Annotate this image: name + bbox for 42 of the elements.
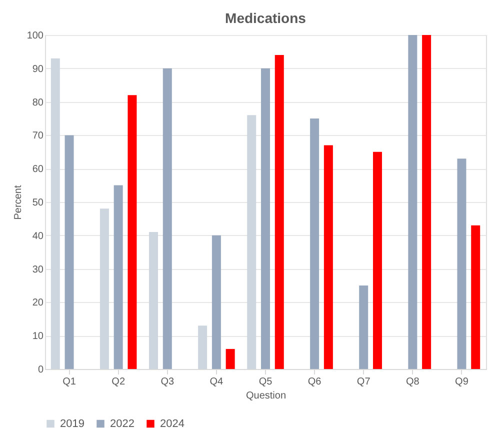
legend-label: 2019 <box>60 418 84 430</box>
x-tick-label: Q3 <box>160 376 174 388</box>
bar <box>408 35 418 369</box>
y-tick-label: 30 <box>32 264 44 276</box>
bar <box>372 152 382 369</box>
y-tick-label: 10 <box>32 331 44 342</box>
bar <box>310 118 320 369</box>
bar <box>457 158 466 369</box>
bar <box>261 68 270 369</box>
bar <box>359 286 368 369</box>
bar <box>128 95 137 369</box>
x-tick-label: Q5 <box>258 376 273 388</box>
y-tick-label: 50 <box>32 198 44 208</box>
y-tick-label: 90 <box>32 64 44 75</box>
bar <box>212 235 221 369</box>
x-axis-title: Question <box>246 390 286 402</box>
y-tick-label: 0 <box>38 364 44 376</box>
bar <box>471 225 480 369</box>
legend-label: 2024 <box>160 418 184 430</box>
bar <box>422 35 432 369</box>
legend-label: 2022 <box>110 418 134 430</box>
bar <box>64 135 74 369</box>
chart-title: Medications <box>225 10 306 26</box>
y-tick-label: 100 <box>26 30 44 42</box>
x-tick-label: Q4 <box>210 376 224 388</box>
bar <box>324 145 333 369</box>
y-tick-label: 80 <box>32 97 44 108</box>
bar <box>226 348 235 369</box>
x-tick-label: Q1 <box>62 376 76 388</box>
x-tick-label: Q2 <box>112 376 126 388</box>
y-tick-label: 60 <box>32 164 44 176</box>
y-tick-label: 40 <box>32 230 44 242</box>
x-tick-label: Q9 <box>455 376 469 388</box>
y-tick-label: 20 <box>32 298 44 309</box>
x-tick-label: Q8 <box>406 376 420 388</box>
y-tick-label: 70 <box>32 130 44 142</box>
bar <box>274 55 284 369</box>
bar <box>162 68 172 369</box>
x-tick-label: Q6 <box>308 376 322 388</box>
x-tick-label: Q7 <box>356 376 371 388</box>
y-axis-title: Percent <box>12 185 24 220</box>
bar <box>114 185 123 369</box>
